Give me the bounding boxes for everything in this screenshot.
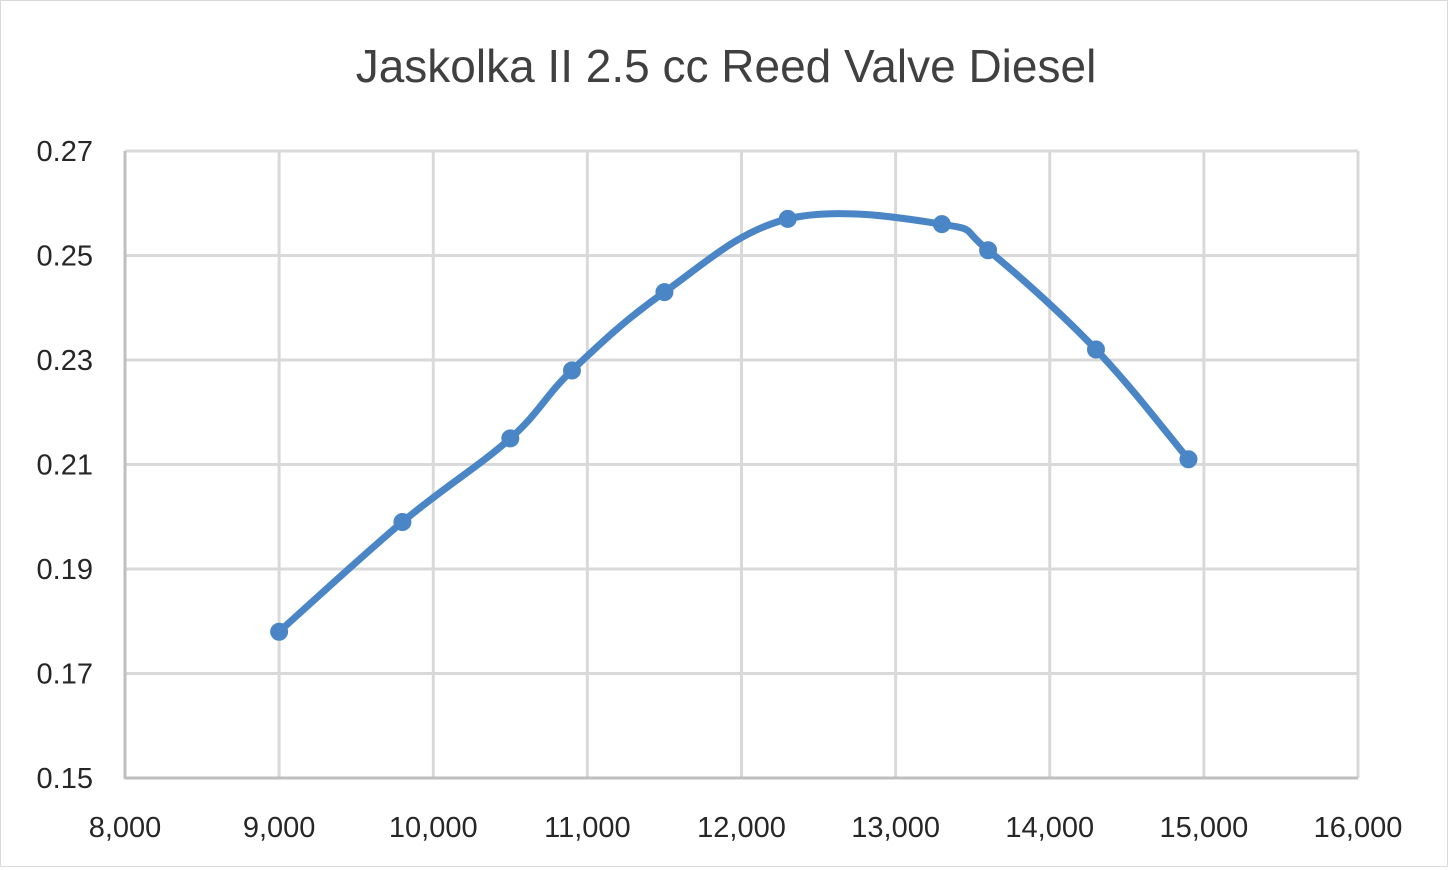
y-tick-label: 0.19 bbox=[37, 554, 93, 586]
y-tick-label: 0.25 bbox=[37, 241, 93, 273]
x-tick-label: 10,000 bbox=[389, 812, 478, 844]
y-tick-label: 0.27 bbox=[37, 136, 93, 168]
x-tick-label: 8,000 bbox=[89, 812, 162, 844]
series-line bbox=[275, 210, 1192, 636]
data-point-marker bbox=[501, 429, 520, 448]
data-point-marker bbox=[1086, 340, 1105, 359]
x-tick-label: 12,000 bbox=[697, 812, 786, 844]
x-tick-label: 15,000 bbox=[1160, 812, 1249, 844]
y-tick-label: 0.23 bbox=[37, 345, 93, 377]
data-point-marker bbox=[778, 209, 797, 228]
x-tick-label: 13,000 bbox=[851, 812, 940, 844]
data-point-marker bbox=[270, 622, 289, 641]
y-tick-label: 0.21 bbox=[37, 450, 93, 482]
data-point-marker bbox=[932, 215, 951, 234]
x-tick-label: 16,000 bbox=[1314, 812, 1403, 844]
x-tick-label: 14,000 bbox=[1005, 812, 1094, 844]
data-point-marker bbox=[655, 283, 674, 302]
y-tick-label: 0.17 bbox=[37, 659, 93, 691]
data-point-marker bbox=[1179, 450, 1198, 469]
x-tick-label: 11,000 bbox=[544, 812, 631, 844]
y-tick-label: 0.15 bbox=[37, 763, 93, 795]
x-tick-label: 9,000 bbox=[243, 812, 316, 844]
data-point-marker bbox=[393, 512, 412, 531]
data-point-marker bbox=[562, 361, 581, 380]
data-point-marker bbox=[979, 241, 998, 260]
chart-title: Jaskolka II 2.5 cc Reed Valve Diesel bbox=[355, 40, 1097, 92]
